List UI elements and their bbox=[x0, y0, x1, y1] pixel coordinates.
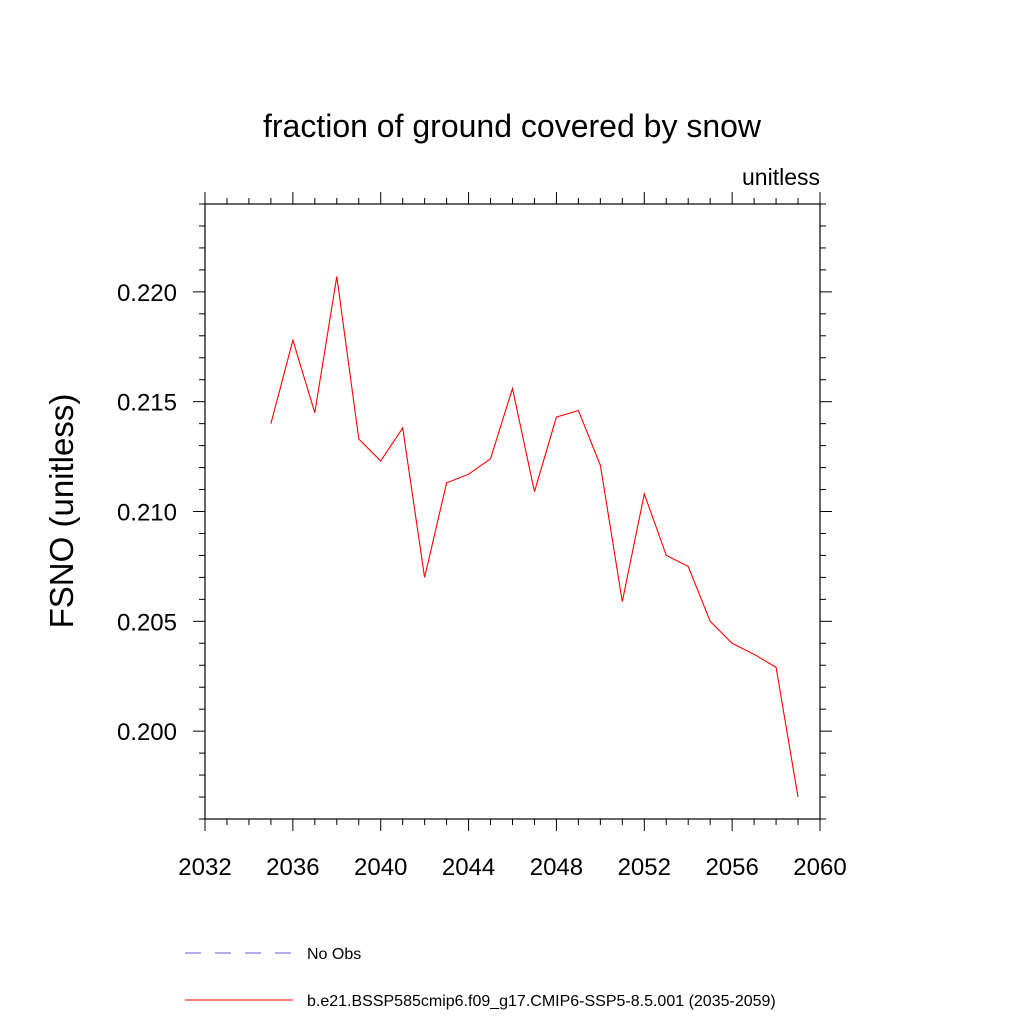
legend-label: b.e21.BSSP585cmip6.f09_g17.CMIP6-SSP5-8.… bbox=[307, 993, 776, 1010]
legend-label: No Obs bbox=[307, 946, 361, 963]
legend: No Obs b.e21.BSSP585cmip6.f09_g17.CMIP6-S… bbox=[185, 946, 776, 1010]
x-tick-label: 2032 bbox=[178, 854, 231, 881]
chart-subtitle: unitless bbox=[742, 164, 820, 190]
series-layer bbox=[270, 276, 799, 798]
y-tick-labels: 0.200 0.205 0.210 0.215 0.220 bbox=[117, 280, 177, 746]
plot-border bbox=[204, 203, 821, 820]
y-tick-label: 0.205 bbox=[117, 609, 177, 636]
y-tick-label: 0.200 bbox=[117, 719, 177, 746]
y-tick-label: 0.215 bbox=[117, 390, 177, 417]
x-tick-label: 2056 bbox=[705, 854, 758, 881]
y-axis-label: FSNO (unitless) bbox=[43, 394, 80, 629]
chart-title: fraction of ground covered by snow bbox=[263, 108, 762, 144]
x-tick-label: 2040 bbox=[354, 854, 407, 881]
series-line bbox=[270, 276, 799, 798]
x-tick-labels: 2032 2036 2040 2044 2048 2052 2056 2060 bbox=[178, 854, 846, 881]
plot-frame bbox=[204, 203, 821, 820]
y-tick-label: 0.210 bbox=[117, 500, 177, 527]
x-tick-label: 2060 bbox=[793, 854, 846, 881]
x-tick-label: 2048 bbox=[530, 854, 583, 881]
x-tick-label: 2044 bbox=[442, 854, 495, 881]
x-tick-label: 2036 bbox=[266, 854, 319, 881]
axis-ticks bbox=[193, 192, 832, 831]
y-tick-label: 0.220 bbox=[117, 280, 177, 307]
x-tick-label: 2052 bbox=[618, 854, 671, 881]
